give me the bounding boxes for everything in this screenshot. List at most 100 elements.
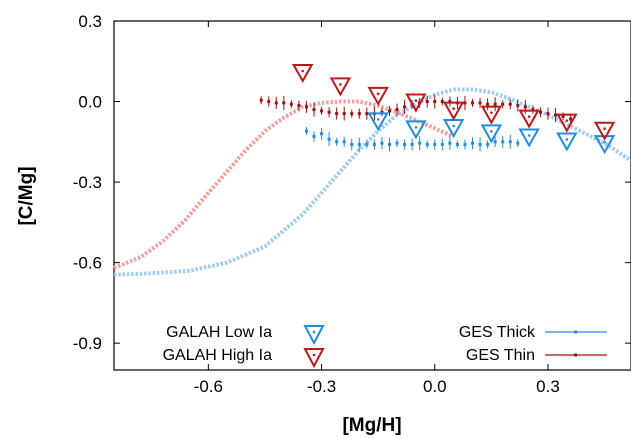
data-point bbox=[403, 105, 407, 109]
data-point bbox=[335, 112, 339, 116]
data-point bbox=[289, 102, 293, 106]
y-tick-label: 0.3 bbox=[78, 12, 102, 31]
y-tick-label: -0.9 bbox=[73, 334, 102, 353]
data-marks bbox=[259, 64, 616, 155]
triangle-marker bbox=[480, 124, 503, 144]
data-point bbox=[440, 142, 444, 146]
triangle-marker bbox=[442, 101, 465, 121]
legend-label-ges-thin: GES Thin bbox=[466, 347, 535, 364]
data-point bbox=[304, 105, 308, 109]
data-point bbox=[471, 141, 475, 145]
x-tick-label: 0.0 bbox=[423, 377, 447, 396]
legend-dot-ges-thick bbox=[574, 330, 577, 334]
data-point bbox=[357, 142, 361, 146]
data-point bbox=[486, 102, 490, 106]
legend-marker-galah-low-ia bbox=[303, 325, 325, 346]
data-point bbox=[410, 142, 414, 146]
data-point bbox=[569, 117, 573, 121]
data-point bbox=[433, 142, 437, 146]
triangle-marker bbox=[405, 120, 427, 140]
data-point bbox=[508, 102, 512, 106]
data-point bbox=[327, 110, 331, 114]
data-point bbox=[312, 134, 316, 138]
data-point bbox=[335, 140, 339, 144]
data-point bbox=[320, 109, 324, 113]
triangle-marker-dot bbox=[565, 119, 569, 122]
y-axis-label: [C/Mg] bbox=[16, 166, 37, 225]
data-point bbox=[501, 140, 505, 144]
model-curves bbox=[113, 87, 631, 277]
legend-marker-dot-galah-high-ia bbox=[312, 353, 316, 357]
data-point bbox=[493, 140, 497, 144]
triangle-marker-dot bbox=[490, 130, 493, 133]
data-point bbox=[327, 137, 331, 141]
data-point bbox=[493, 102, 497, 106]
triangle-marker-dot bbox=[452, 124, 455, 128]
data-point bbox=[516, 141, 520, 145]
data-point bbox=[546, 112, 550, 116]
data-point bbox=[350, 112, 354, 116]
legend-label-galah-high-ia: GALAH High Ia bbox=[163, 347, 272, 364]
legend-marker-galah-high-ia bbox=[303, 348, 325, 369]
triangle-marker-dot bbox=[414, 99, 418, 102]
data-point bbox=[387, 142, 391, 146]
data-point bbox=[395, 141, 399, 145]
triangle-marker-dot bbox=[565, 138, 569, 141]
data-point bbox=[448, 100, 452, 104]
y-tick-label: -0.6 bbox=[73, 254, 102, 273]
data-point bbox=[282, 101, 286, 105]
data-point bbox=[455, 142, 459, 146]
data-point bbox=[501, 102, 505, 106]
triangle-marker bbox=[291, 64, 314, 84]
data-point bbox=[463, 142, 467, 146]
data-point bbox=[387, 109, 391, 113]
data-point bbox=[471, 101, 475, 105]
triangle-marker-dot bbox=[527, 115, 531, 118]
data-point bbox=[403, 142, 407, 146]
triangle-marker bbox=[329, 77, 352, 97]
data-point bbox=[440, 100, 444, 104]
triangle-marker-dot bbox=[452, 107, 455, 110]
triangle-marker-dot bbox=[339, 83, 342, 86]
triangle-marker bbox=[367, 86, 389, 106]
data-point bbox=[380, 110, 384, 114]
triangle-marker-dot bbox=[376, 118, 380, 121]
axis-ticks: -0.6 -0.3 0.0 0.3 -0.9 -0.6 -0.3 0.0 0.3 bbox=[73, 12, 631, 396]
x-tick-label: -0.6 bbox=[194, 377, 223, 396]
data-point bbox=[259, 98, 263, 102]
triangle-marker bbox=[593, 135, 616, 155]
data-point bbox=[304, 129, 308, 133]
data-point bbox=[395, 108, 399, 112]
data-point bbox=[267, 100, 271, 104]
triangle-marker bbox=[518, 128, 540, 148]
data-point bbox=[365, 142, 369, 146]
triangle-marker-dot bbox=[603, 140, 606, 144]
legend-label-ges-thick: GES Thick bbox=[459, 324, 536, 341]
y-tick-label: -0.3 bbox=[73, 173, 102, 192]
data-point bbox=[478, 142, 482, 146]
data-point bbox=[274, 101, 278, 105]
data-point bbox=[516, 104, 520, 108]
data-point bbox=[357, 112, 361, 116]
y-tick-label: 0.0 bbox=[78, 93, 102, 112]
data-point bbox=[531, 108, 535, 112]
triangle-marker bbox=[367, 112, 389, 132]
data-point bbox=[365, 112, 369, 116]
data-point bbox=[320, 132, 324, 136]
data-point bbox=[342, 140, 346, 144]
triangle-marker-dot bbox=[376, 92, 380, 96]
triangle-marker bbox=[556, 132, 578, 152]
x-tick-label: 0.3 bbox=[536, 377, 560, 396]
data-point bbox=[448, 141, 452, 145]
triangle-marker bbox=[593, 121, 616, 141]
data-point bbox=[342, 112, 346, 116]
data-point bbox=[538, 110, 542, 114]
x-tick-label: -0.3 bbox=[307, 377, 336, 396]
model-curve-5 bbox=[113, 99, 455, 270]
triangle-marker-dot bbox=[301, 69, 304, 73]
data-point bbox=[372, 142, 376, 146]
x-axis-label: [Mg/H] bbox=[342, 415, 401, 436]
triangle-marker-dot bbox=[490, 111, 493, 114]
data-point bbox=[523, 105, 527, 109]
